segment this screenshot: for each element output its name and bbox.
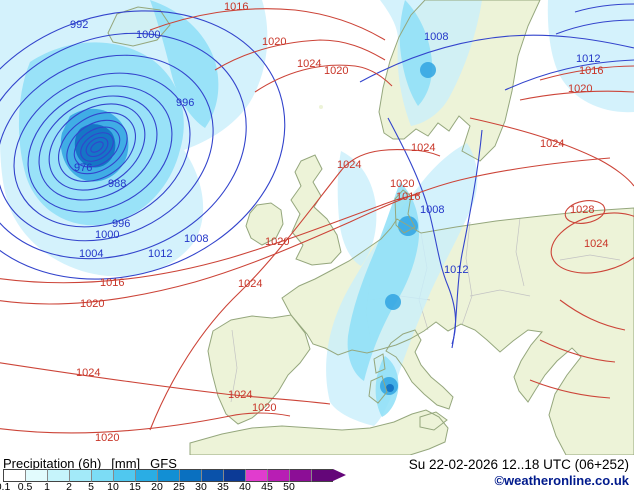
pressure-label-high: 1020: [80, 298, 104, 310]
pressure-label-low: 988: [108, 178, 126, 190]
colorbar-tick: 45: [261, 481, 273, 490]
colorbar-tick: 30: [195, 481, 207, 490]
forecast-datetime: Su 22-02-2026 12..18 UTC (06+252): [408, 457, 629, 472]
colorbar-cell: [245, 469, 267, 482]
pressure-label-high: 1024: [76, 367, 100, 379]
pressure-label-high: 1024: [540, 138, 564, 150]
pressure-label-low: 996: [112, 218, 130, 230]
pressure-label-low: 1008: [420, 204, 444, 216]
colorbar-cell: [91, 469, 113, 482]
pressure-label-high: 1016: [396, 191, 420, 203]
pressure-label-high: 1020: [252, 402, 276, 414]
pressure-labels: 9921000996976988996100010041008101210081…: [70, 1, 608, 444]
colorbar-tick: 1: [44, 481, 50, 490]
colorbar-tick: 40: [239, 481, 251, 490]
pressure-label-low: 1000: [95, 229, 119, 241]
pressure-label-low: 1008: [424, 31, 448, 43]
pressure-label-low: 976: [74, 162, 92, 174]
pressure-label-high: 1020: [95, 432, 119, 444]
colorbar-tick: 5: [88, 481, 94, 490]
precipitation-colorbar: [3, 469, 346, 482]
colorbar-cell: [289, 469, 311, 482]
colorbar-cell: [113, 469, 135, 482]
colorbar-cell: [25, 469, 47, 482]
colorbar-tick: 25: [173, 481, 185, 490]
copyright-text: ©weatheronline.co.uk: [494, 473, 629, 488]
landmasses: [108, 0, 634, 455]
colorbar-cell: [135, 469, 157, 482]
colorbar-tick: 10: [107, 481, 119, 490]
colorbar-tick: 50: [283, 481, 295, 490]
pressure-label-high: 1020: [390, 178, 414, 190]
pressure-label-low: 1000: [136, 29, 160, 41]
colorbar-cell: [311, 469, 333, 482]
colorbar-cell: [157, 469, 179, 482]
pressure-label-high: 1020: [568, 83, 592, 95]
pressure-label-low: 1012: [576, 53, 600, 65]
pressure-label-low: 996: [176, 97, 194, 109]
colorbar-cell: [3, 469, 25, 482]
pressure-label-low: 1012: [444, 264, 468, 276]
legend-bar: Precipitation (6h)[mm]GFS 0.10.512510152…: [0, 455, 634, 490]
colorbar-tick: 35: [217, 481, 229, 490]
pressure-label-high: 1024: [297, 58, 321, 70]
pressure-label-high: 1028: [570, 204, 594, 216]
colorbar-cell: [267, 469, 289, 482]
isobars-low-pressure: [0, 3, 634, 349]
colorbar-tick: 2: [66, 481, 72, 490]
pressure-label-low: 1004: [79, 248, 103, 260]
pressure-label-low: 1008: [184, 233, 208, 245]
colorbar-cell: [179, 469, 201, 482]
pressure-label-low: 992: [70, 19, 88, 31]
weather-map: 992 1000 996 976 988 996 1000 1004 1008 1012 1008 1…: [0, 0, 634, 455]
pressure-label-high: 1024: [411, 142, 435, 154]
pressure-label-high: 1024: [337, 159, 361, 171]
pressure-label-high: 1016: [100, 277, 124, 289]
pressure-label-high: 1024: [228, 389, 252, 401]
pressure-label-high: 1020: [324, 65, 348, 77]
legend-unit: [mm]: [111, 456, 141, 471]
colorbar-arrow: [333, 469, 346, 481]
pressure-label-high: 1020: [262, 36, 286, 48]
legend-variable: Precipitation (6h): [3, 456, 102, 471]
colorbar-tick: 15: [129, 481, 141, 490]
pressure-label-high: 1024: [238, 278, 262, 290]
isobars-high-pressure: [0, 8, 634, 434]
pressure-label-high: 1020: [265, 236, 289, 248]
pressure-label-high: 1016: [579, 65, 603, 77]
pressure-label-high: 1024: [584, 238, 608, 250]
colorbar-cell: [69, 469, 91, 482]
colorbar-tick: 0.1: [0, 481, 11, 490]
pressure-label-low: 1012: [148, 248, 172, 260]
colorbar-cell: [47, 469, 69, 482]
colorbar-tick: 0.5: [17, 481, 33, 490]
colorbar-cell: [223, 469, 245, 482]
legend-title: Precipitation (6h) [mm] GFS: [3, 456, 187, 471]
pressure-label-high: 1016: [224, 1, 248, 13]
colorbar-tick: 20: [151, 481, 163, 490]
map-graphic: 9921000996976988996100010041008101210081…: [0, 0, 634, 455]
legend-model: GFS: [150, 456, 177, 471]
colorbar-cell: [201, 469, 223, 482]
